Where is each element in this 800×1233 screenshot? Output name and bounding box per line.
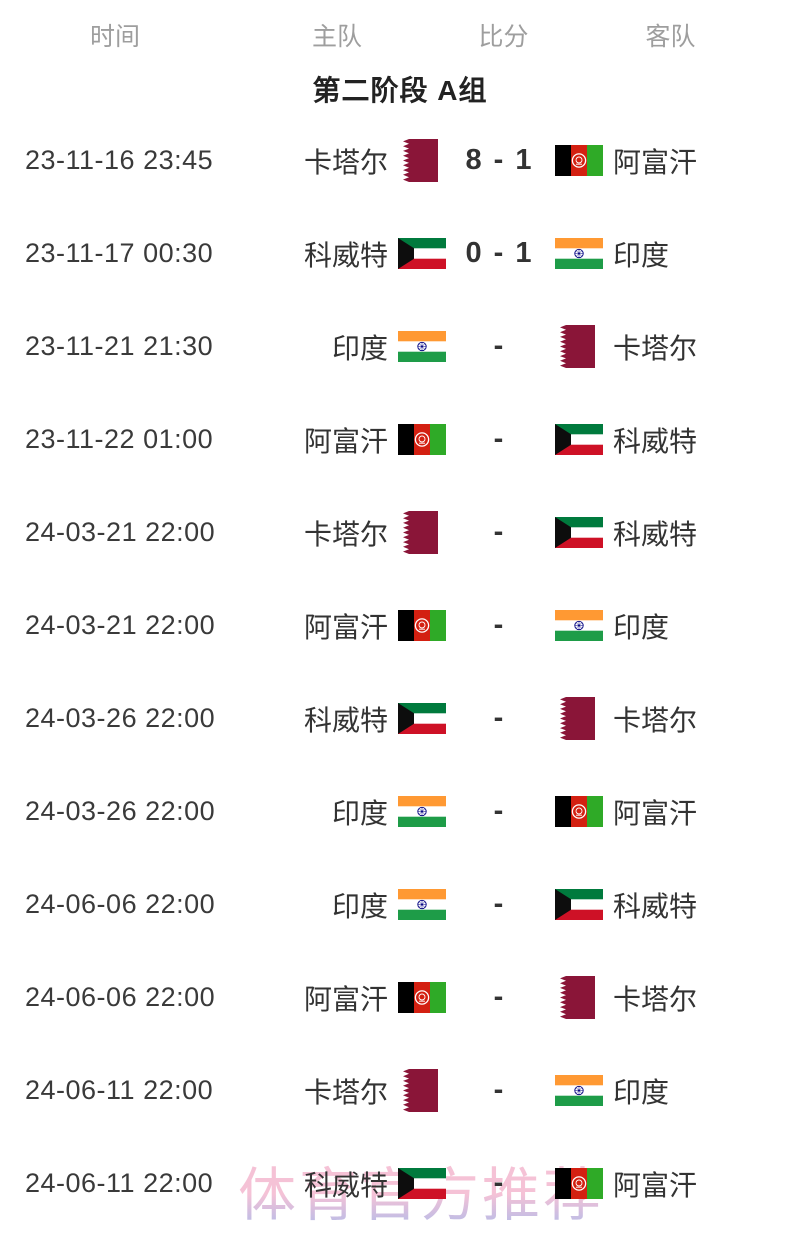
away-team-name: 阿富汗 [613,1169,698,1201]
away-team-name: 科威特 [613,890,698,922]
match-row[interactable]: 23-11-21 21:30 印度 - 卡塔尔 [0,300,800,393]
match-score: 8 - 1 [465,144,534,176]
match-row[interactable]: 24-03-26 22:00 科威特 - 卡塔尔 [0,672,800,765]
match-score: - [493,981,506,1013]
match-time: 23-11-16 23:45 [25,145,214,175]
column-header-home: 主队 [311,23,362,51]
afghanistan-flag-icon [555,1168,603,1199]
match-time: 24-03-26 22:00 [25,703,216,733]
kuwait-flag-icon [398,238,446,269]
match-row[interactable]: 24-03-21 22:00 卡塔尔 - 科威特 [0,486,800,579]
match-row[interactable]: 24-03-21 22:00 阿富汗 - 印度 [0,579,800,672]
away-team-name: 卡塔尔 [613,332,698,364]
kuwait-flag-icon [555,517,603,548]
away-team-name: 卡塔尔 [613,704,698,736]
match-score: - [493,1167,506,1199]
india-flag-icon [398,889,446,920]
table-header: 时间 主队 比分 客队 [0,0,800,64]
match-list: 23-11-16 23:45 卡塔尔 8 - 1 阿富汗 23-11-17 00… [0,114,800,1230]
home-team-name: 科威特 [303,704,388,736]
kuwait-flag-icon [555,889,603,920]
kuwait-flag-icon [398,703,446,734]
home-team-name: 卡塔尔 [303,1076,388,1108]
india-flag-icon [398,331,446,362]
home-team-name: 科威特 [303,1169,388,1201]
home-team-name: 阿富汗 [303,611,388,643]
india-flag-icon [398,796,446,827]
match-row[interactable]: 23-11-17 00:30 科威特 0 - 1 印度 [0,207,800,300]
match-score: - [493,609,506,641]
match-score: 0 - 1 [465,237,534,269]
home-team-name: 印度 [331,797,388,829]
home-team-name: 卡塔尔 [303,146,388,178]
match-score: - [493,516,506,548]
match-score: - [493,330,506,362]
afghanistan-flag-icon [398,982,446,1013]
away-team-name: 科威特 [613,518,698,550]
match-score: - [493,702,506,734]
match-row[interactable]: 24-06-11 22:00 科威特 - 阿富汗 [0,1137,800,1230]
match-score: - [493,795,506,827]
home-team-name: 印度 [331,890,388,922]
qatar-flag-icon [555,697,595,740]
away-team-name: 印度 [613,1076,670,1108]
kuwait-flag-icon [555,424,603,455]
qatar-flag-icon [398,511,438,554]
afghanistan-flag-icon [398,424,446,455]
away-team-name: 卡塔尔 [613,983,698,1015]
group-title: 第二阶段 A组 [312,75,488,106]
match-time: 24-03-21 22:00 [25,610,216,640]
match-time: 24-03-26 22:00 [25,796,216,826]
match-score: - [493,1074,506,1106]
away-team-name: 科威特 [613,425,698,457]
away-team-name: 阿富汗 [613,797,698,829]
match-time: 23-11-22 01:00 [25,424,214,454]
afghanistan-flag-icon [555,796,603,827]
india-flag-icon [555,238,603,269]
india-flag-icon [555,610,603,641]
match-score: - [493,423,506,455]
match-time: 24-06-11 22:00 [25,1075,214,1105]
home-team-name: 卡塔尔 [303,518,388,550]
away-team-name: 印度 [613,611,670,643]
match-row[interactable]: 24-03-26 22:00 印度 - 阿富汗 [0,765,800,858]
kuwait-flag-icon [398,1168,446,1199]
match-score: - [493,888,506,920]
qatar-flag-icon [398,1069,438,1112]
home-team-name: 阿富汗 [303,983,388,1015]
away-team-name: 印度 [613,239,670,271]
qatar-flag-icon [555,325,595,368]
away-team-name: 阿富汗 [613,146,698,178]
match-time: 24-03-21 22:00 [25,517,216,547]
qatar-flag-icon [555,976,595,1019]
home-team-name: 阿富汗 [303,425,388,457]
afghanistan-flag-icon [555,145,603,176]
column-header-away: 客队 [645,23,696,51]
india-flag-icon [555,1075,603,1106]
home-team-name: 印度 [331,332,388,364]
column-header-score: 比分 [478,23,529,51]
match-time: 23-11-21 21:30 [25,331,214,361]
match-row[interactable]: 24-06-06 22:00 阿富汗 - 卡塔尔 [0,951,800,1044]
match-time: 23-11-17 00:30 [25,238,214,268]
match-time: 24-06-11 22:00 [25,1168,214,1198]
column-header-time: 时间 [89,23,140,51]
match-time: 24-06-06 22:00 [25,889,216,919]
home-team-name: 科威特 [303,239,388,271]
match-row[interactable]: 24-06-11 22:00 卡塔尔 - 印度 [0,1044,800,1137]
match-row[interactable]: 23-11-22 01:00 阿富汗 - 科威特 [0,393,800,486]
qatar-flag-icon [398,139,438,182]
afghanistan-flag-icon [398,610,446,641]
match-row[interactable]: 23-11-16 23:45 卡塔尔 8 - 1 阿富汗 [0,114,800,207]
match-time: 24-06-06 22:00 [25,982,216,1012]
match-row[interactable]: 24-06-06 22:00 印度 - 科威特 [0,858,800,951]
